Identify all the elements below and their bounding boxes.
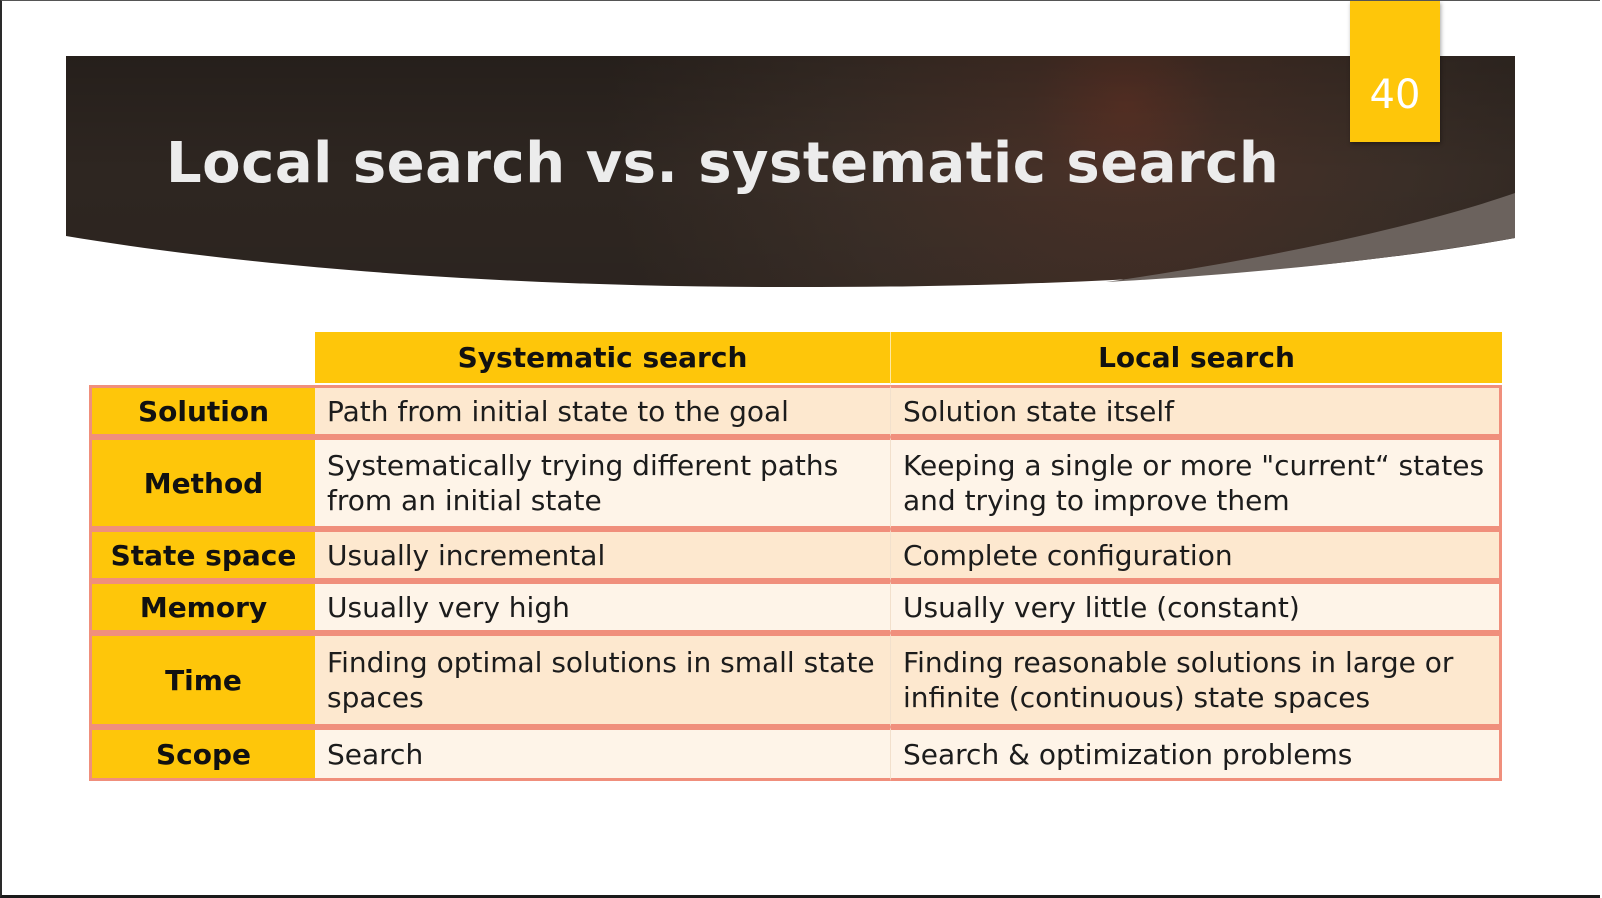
table-row-scope: Scope Search Search & optimization probl… <box>89 727 1502 781</box>
table-header-row: Systematic search Local search <box>89 332 1502 385</box>
cell-solution-systematic: Path from initial state to the goal <box>315 385 891 437</box>
header-systematic-search: Systematic search <box>315 332 891 385</box>
cell-method-local: Keeping a single or more "current“ state… <box>891 437 1502 529</box>
row-label-scope: Scope <box>89 727 315 781</box>
row-label-state-space: State space <box>89 529 315 581</box>
table-row-time: Time Finding optimal solutions in small … <box>89 633 1502 727</box>
cell-method-systematic: Systematically trying different paths fr… <box>315 437 891 529</box>
cell-memory-local: Usually very little (constant) <box>891 581 1502 633</box>
cell-state-space-systematic: Usually incremental <box>315 529 891 581</box>
comparison-table: Systematic search Local search Solution … <box>89 332 1502 781</box>
row-label-solution: Solution <box>89 385 315 437</box>
cell-scope-systematic: Search <box>315 727 891 781</box>
cell-scope-local: Search & optimization problems <box>891 727 1502 781</box>
title-banner <box>66 56 1515 292</box>
header-local-search: Local search <box>891 332 1502 385</box>
table-row-solution: Solution Path from initial state to the … <box>89 385 1502 437</box>
table-row-memory: Memory Usually very high Usually very li… <box>89 581 1502 633</box>
cell-state-space-local: Complete configuration <box>891 529 1502 581</box>
cell-memory-systematic: Usually very high <box>315 581 891 633</box>
cell-time-systematic: Finding optimal solutions in small state… <box>315 633 891 727</box>
table-row-state-space: State space Usually incremental Complete… <box>89 529 1502 581</box>
page-number: 40 <box>1369 72 1421 118</box>
page-number-badge: 40 <box>1350 1 1440 142</box>
cell-time-local: Finding reasonable solutions in large or… <box>891 633 1502 727</box>
table-row-method: Method Systematically trying different p… <box>89 437 1502 529</box>
table-corner-cell <box>89 332 315 385</box>
row-label-time: Time <box>89 633 315 727</box>
row-label-method: Method <box>89 437 315 529</box>
cell-solution-local: Solution state itself <box>891 385 1502 437</box>
row-label-memory: Memory <box>89 581 315 633</box>
title-banner-shape <box>66 56 1515 288</box>
slide-title: Local search vs. systematic search <box>166 131 1280 196</box>
